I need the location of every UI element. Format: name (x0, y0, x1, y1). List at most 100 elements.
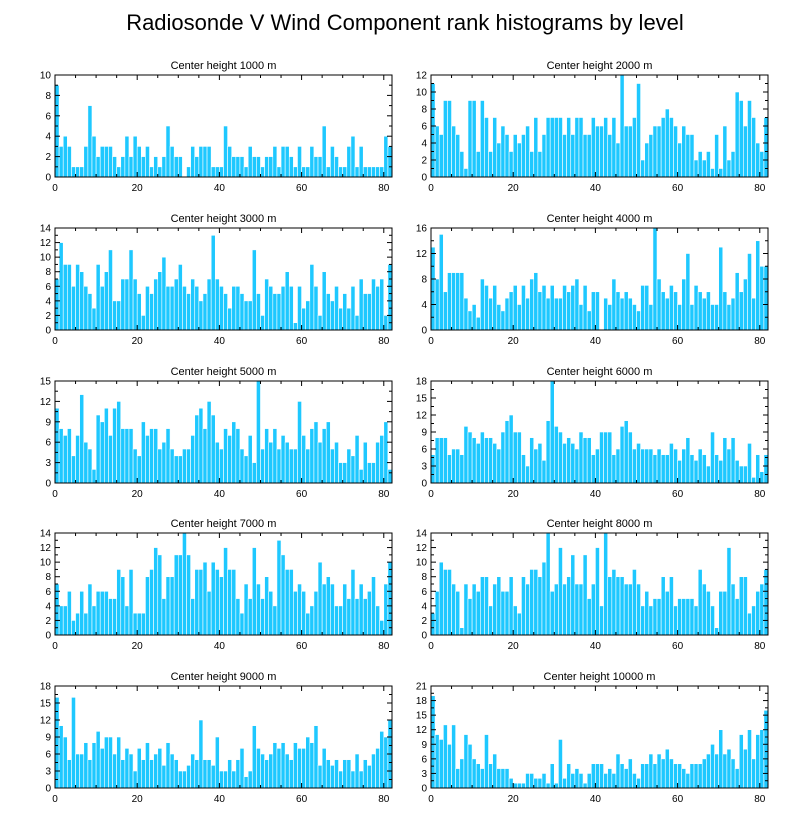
bar (313, 156, 319, 178)
bar (603, 117, 609, 178)
bar (726, 448, 732, 484)
bar (227, 146, 233, 178)
y-tick-label: 8 (421, 572, 427, 583)
bar (112, 753, 117, 789)
y-tick-label: 10 (40, 253, 52, 264)
bar (652, 125, 658, 178)
bar (301, 307, 306, 331)
bar (350, 285, 356, 331)
bar (338, 307, 343, 331)
bar (202, 146, 208, 178)
bar (701, 758, 707, 789)
bar (243, 300, 249, 331)
bar (165, 428, 171, 484)
bar (636, 583, 641, 636)
y-tick-label: 0 (421, 326, 427, 337)
bar (710, 605, 715, 636)
bar (521, 134, 526, 178)
bar (264, 428, 270, 484)
bar (202, 293, 208, 331)
bar (354, 166, 360, 178)
bar (619, 576, 625, 636)
bar (58, 146, 64, 178)
bar (533, 448, 539, 484)
bar (272, 293, 278, 331)
bar (251, 156, 257, 178)
bar (268, 285, 274, 331)
chart-panel-7: Center height 7000 m 0 2 4 6 8 10 12 14 0 20 40 60 80 (40, 518, 393, 652)
bar (87, 448, 93, 484)
bar (256, 748, 261, 789)
bar (165, 576, 171, 636)
bar (447, 569, 452, 636)
bar (214, 441, 220, 484)
bar (570, 773, 576, 789)
bar (636, 310, 641, 331)
bar (480, 576, 485, 636)
bar (202, 759, 208, 789)
bar (375, 166, 380, 178)
bar (529, 569, 535, 636)
bar (128, 156, 134, 178)
bar (553, 297, 559, 331)
bar (636, 83, 641, 178)
y-tick-label: 12 (416, 411, 428, 422)
bar (87, 583, 93, 636)
bar (251, 725, 257, 789)
bar (198, 300, 204, 331)
x-tick-label: 60 (296, 794, 308, 805)
bar (747, 100, 752, 178)
bar (305, 736, 311, 789)
bar (210, 765, 216, 789)
bar (75, 753, 80, 789)
bar (619, 426, 625, 484)
bar (697, 291, 703, 331)
bar (438, 561, 444, 636)
bar (434, 734, 440, 789)
bar (321, 271, 327, 331)
x-tick-label: 80 (754, 183, 766, 194)
bar (553, 782, 559, 789)
bar (480, 278, 485, 331)
bar (362, 293, 368, 331)
bar (367, 293, 372, 331)
bar (145, 576, 150, 636)
bar (194, 156, 200, 178)
bar (202, 428, 208, 484)
bar (722, 753, 728, 789)
bar (640, 763, 646, 789)
bar (75, 435, 80, 484)
bar (430, 83, 436, 178)
bar (264, 278, 270, 331)
bar (54, 697, 60, 789)
bar (371, 753, 376, 789)
bar (202, 561, 208, 636)
bar (706, 590, 711, 636)
bar (256, 156, 261, 178)
bar (108, 146, 113, 178)
bar (54, 84, 60, 178)
bar (338, 605, 343, 636)
bar (652, 598, 658, 636)
bar (603, 431, 609, 484)
y-tick-label: 0 (45, 326, 51, 337)
bar (664, 297, 670, 331)
bar (367, 765, 372, 789)
bar (153, 753, 159, 789)
bar (54, 407, 60, 484)
bar (689, 134, 695, 178)
bar (562, 134, 567, 178)
bar (640, 605, 646, 636)
x-tick-label: 0 (428, 336, 434, 347)
bar (293, 166, 298, 178)
bar (545, 532, 551, 636)
bar (595, 448, 600, 484)
bar (447, 100, 452, 178)
bar (334, 759, 339, 789)
x-tick-label: 0 (428, 641, 434, 652)
bar (161, 598, 167, 636)
bar (701, 297, 707, 331)
bar (673, 125, 678, 178)
bar (354, 753, 360, 789)
x-tick-label: 40 (590, 183, 602, 194)
